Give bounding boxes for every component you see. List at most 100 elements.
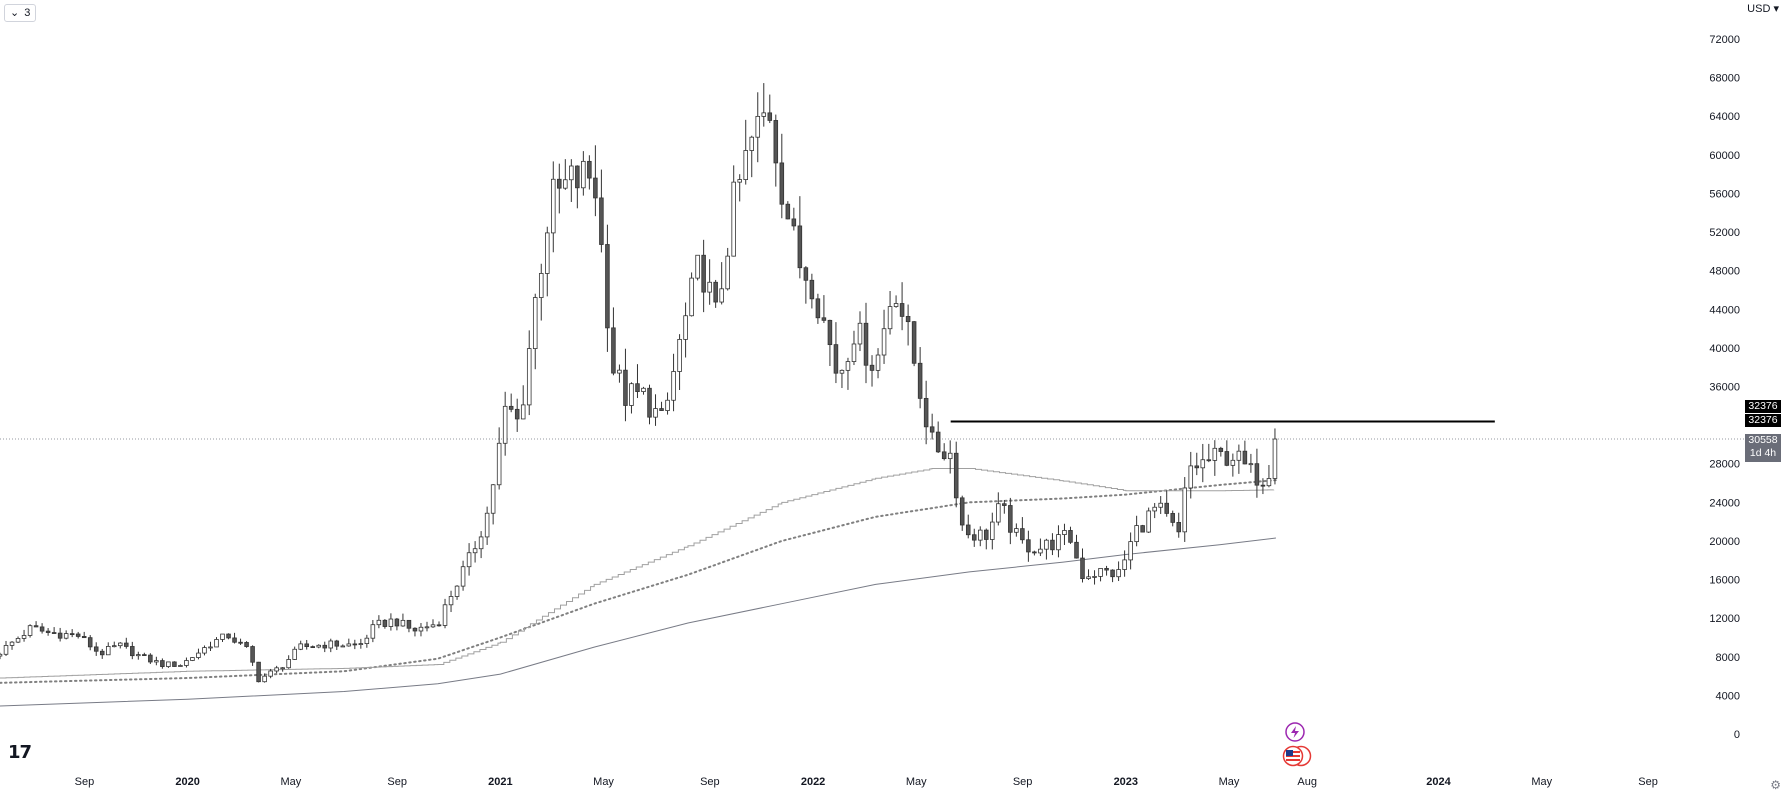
- candle-body: [1164, 502, 1169, 514]
- candle-body: [935, 431, 941, 453]
- candle-body: [93, 646, 99, 652]
- candle-body: [1170, 513, 1175, 523]
- candle-body: [87, 637, 93, 648]
- candle-body: [33, 625, 39, 628]
- candle-body: [3, 645, 9, 655]
- candle-body: [1182, 487, 1188, 533]
- candle-body: [1188, 465, 1194, 489]
- candle-body: [358, 643, 364, 645]
- candle-body: [1080, 557, 1085, 580]
- y-axis-tick-label: 28000: [1709, 459, 1740, 471]
- candle-body: [713, 281, 718, 303]
- candle-body: [196, 652, 201, 658]
- candle-body: [51, 632, 57, 634]
- candle-body: [466, 552, 472, 568]
- candle-body: [767, 112, 773, 121]
- candle-body: [226, 633, 231, 639]
- candle-body: [496, 442, 502, 486]
- candle-body: [815, 298, 821, 319]
- tradingview-logo[interactable]: 17: [8, 742, 32, 763]
- candle-body: [490, 484, 496, 514]
- y-axis-tick-label: 68000: [1709, 73, 1740, 85]
- candle-body: [857, 322, 863, 345]
- candle-body: [208, 646, 213, 649]
- y-axis-tick-label: 4000: [1716, 690, 1740, 702]
- candle-body: [617, 369, 622, 374]
- candle-body: [1044, 539, 1049, 550]
- gear-icon[interactable]: ⚙: [1770, 778, 1781, 792]
- candle-body: [863, 322, 869, 366]
- candle-body: [659, 408, 664, 411]
- us-flag-icon[interactable]: [1282, 745, 1312, 767]
- candle-body: [148, 654, 153, 663]
- candle-body: [581, 160, 586, 189]
- collapse-indicators-button[interactable]: ⌄ 3: [4, 4, 37, 22]
- candle-body: [1260, 484, 1266, 487]
- candle-body: [695, 254, 700, 279]
- candle-body: [1218, 447, 1224, 452]
- candle-body: [569, 165, 574, 181]
- candle-body: [1014, 528, 1019, 533]
- candle-body: [418, 626, 424, 632]
- candle-body: [214, 639, 219, 648]
- candle-body: [845, 361, 851, 371]
- candle-body: [785, 203, 791, 220]
- moving-average-solid: [0, 537, 1276, 707]
- candle-body: [545, 232, 550, 274]
- candle-body: [887, 306, 893, 330]
- candle-body: [1026, 539, 1031, 553]
- x-axis-tick-label: May: [906, 776, 927, 788]
- candle-body: [238, 641, 243, 644]
- candle-body: [304, 643, 309, 648]
- candle-body: [851, 343, 857, 362]
- x-axis-tick-label: May: [593, 776, 614, 788]
- candle-body: [27, 625, 33, 636]
- candle-body: [376, 619, 382, 626]
- candle-body: [755, 115, 761, 138]
- candle-body: [105, 646, 111, 656]
- candle-body: [917, 362, 923, 399]
- candle-body: [75, 633, 81, 637]
- candle-body: [508, 405, 514, 410]
- y-axis-tick-label: 12000: [1709, 613, 1740, 625]
- candle-body: [996, 503, 1001, 523]
- candle-body: [322, 644, 328, 649]
- candle-body: [460, 566, 466, 587]
- chevron-down-icon: ⌄: [10, 7, 20, 19]
- y-axis-tick-label: 52000: [1709, 227, 1740, 239]
- candle-body: [587, 160, 592, 179]
- candle-body: [57, 632, 63, 639]
- candle-body: [298, 643, 303, 650]
- candle-body: [430, 624, 436, 628]
- candle-body: [1092, 576, 1097, 578]
- x-axis-tick-label: Sep: [1638, 776, 1658, 788]
- candle-body: [1110, 569, 1115, 578]
- candle-body: [166, 661, 171, 667]
- candle-body: [160, 660, 165, 667]
- candle-body: [641, 387, 646, 393]
- candle-body: [984, 529, 989, 540]
- candle-body: [677, 338, 682, 372]
- candle-body: [400, 619, 406, 627]
- x-axis-tick-label: Sep: [75, 776, 95, 788]
- candle-body: [725, 255, 730, 290]
- candle-body: [154, 660, 159, 663]
- candle-body: [310, 646, 315, 649]
- candle-body: [394, 618, 400, 627]
- candle-body: [1128, 541, 1133, 561]
- candle-body: [1266, 478, 1272, 487]
- candle-body: [978, 529, 983, 541]
- candle-body: [1050, 539, 1055, 551]
- y-axis-tick-label: 56000: [1709, 188, 1740, 200]
- currency-selector[interactable]: USD ▾: [1747, 2, 1779, 15]
- candle-body: [953, 452, 959, 499]
- candle-body: [334, 640, 340, 647]
- candle-body: [250, 646, 255, 663]
- candle-body: [286, 659, 291, 669]
- candle-body: [1254, 463, 1260, 486]
- candle-body: [665, 399, 670, 411]
- candle-body: [1116, 569, 1121, 578]
- candle-body: [1158, 502, 1163, 508]
- lightning-icon[interactable]: [1284, 721, 1306, 743]
